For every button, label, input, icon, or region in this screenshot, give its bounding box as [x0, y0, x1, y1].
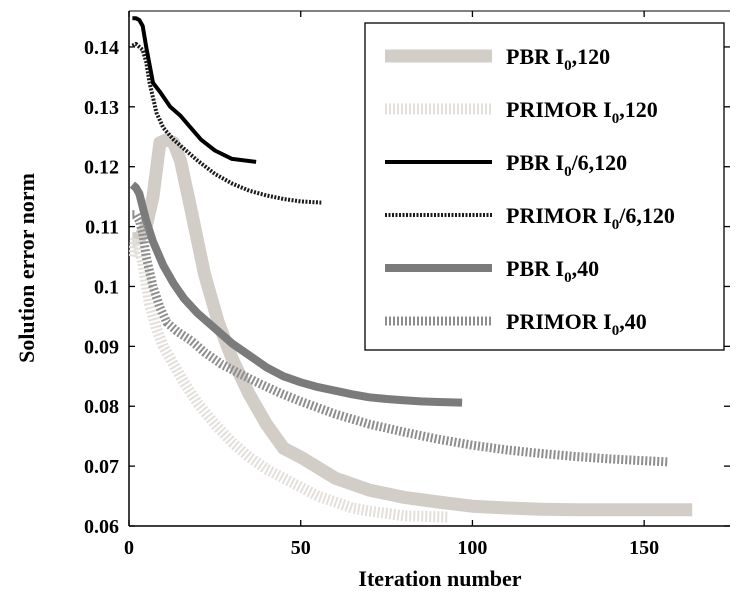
y-tick-label: 0.14: [84, 37, 119, 59]
series-line-1: [132, 133, 693, 517]
legend-label-2: PRIMOR I0,120: [506, 97, 658, 127]
y-tick-label: 0.09: [84, 336, 119, 358]
x-ticks: 0 50 100 150: [124, 11, 659, 559]
x-tick-label: 0: [124, 537, 134, 559]
y-tick-label: 0.1: [94, 276, 119, 298]
series-line-6: [131, 210, 669, 467]
legend-box: [364, 22, 725, 351]
x-tick-label: 100: [457, 537, 487, 559]
legend-label-4: PRIMOR I0/6,120: [506, 203, 675, 233]
y-axis-label: Solution error norm: [14, 173, 39, 363]
series-line-5: [129, 181, 463, 407]
y-tick-label: 0.07: [84, 456, 119, 478]
y-ticks: 0.06 0.07 0.08 0.09 0.1 0.11 0.12 0.13 0.14: [84, 37, 730, 538]
y-tick-label: 0.12: [84, 157, 119, 179]
legend: PBR I0,120 PRIMOR I0,120 PBR I0/6,120 PRIMO…: [364, 22, 725, 351]
y-tick-label: 0.13: [84, 97, 119, 119]
legend-label-6: PRIMOR I0,40: [506, 309, 647, 339]
series-line-4: [131, 41, 322, 205]
series-line-2: [129, 233, 449, 523]
x-tick-label: 50: [291, 537, 311, 559]
legend-label-3: PBR I0/6,120: [506, 150, 627, 180]
legend-label-1: PBR I0,120: [506, 44, 610, 74]
x-axis-label: Iteration number: [358, 566, 521, 591]
y-tick-label: 0.11: [85, 217, 119, 239]
legend-label-5: PBR I0,40: [506, 256, 599, 286]
series-line-3: [132, 16, 257, 164]
y-tick-label: 0.08: [84, 396, 119, 418]
x-tick-label: 150: [629, 537, 659, 559]
plot-series: [129, 16, 693, 523]
y-tick-label: 0.06: [84, 516, 119, 538]
